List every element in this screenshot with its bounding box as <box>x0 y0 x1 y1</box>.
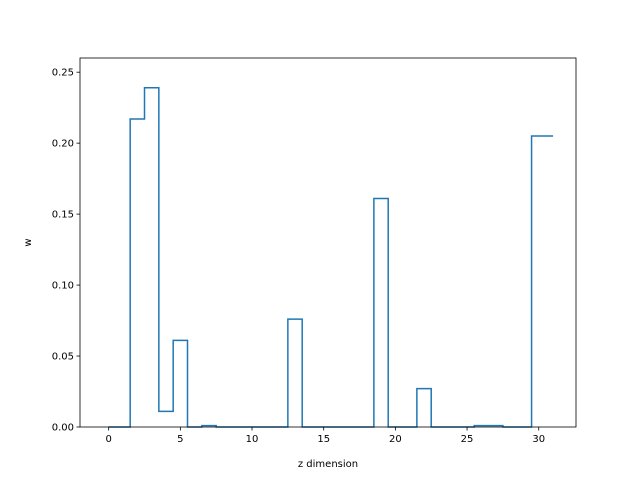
x-tick-label: 25 <box>461 434 474 445</box>
x-tick-label: 30 <box>532 434 545 445</box>
x-tick-label: 0 <box>105 434 111 445</box>
y-tick-label: 0.15 <box>52 210 74 221</box>
plot-frame <box>79 57 577 428</box>
plot-background <box>80 58 576 427</box>
x-axis-ticks: 0 5 10 15 20 25 30 <box>105 427 545 445</box>
y-axis-label: w <box>23 238 34 246</box>
y-axis-ticks: 0.00 0.05 0.10 0.15 0.20 0.25 <box>52 68 80 434</box>
y-tick-label: 0.05 <box>52 352 74 363</box>
x-tick-label: 20 <box>389 434 402 445</box>
x-tick-label: 15 <box>317 434 330 445</box>
y-tick-label: 0.00 <box>52 423 74 434</box>
x-tick-label: 5 <box>177 434 183 445</box>
y-tick-label: 0.20 <box>52 139 74 150</box>
x-tick-label: 10 <box>246 434 259 445</box>
y-tick-label: 0.10 <box>52 281 74 292</box>
x-axis-label: z dimension <box>298 459 358 470</box>
y-tick-label: 0.25 <box>52 68 74 79</box>
